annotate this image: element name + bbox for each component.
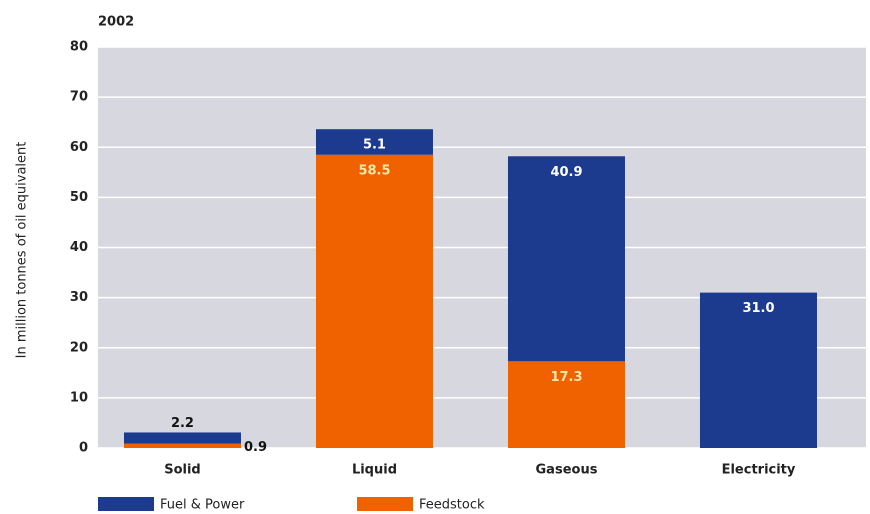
- y-tick-label: 0: [79, 441, 88, 456]
- value-label: 2.2: [171, 416, 194, 431]
- bar-segment: [315, 154, 433, 449]
- value-label: 17.3: [550, 370, 582, 385]
- value-label: 31.0: [742, 301, 774, 316]
- legend-swatch: [98, 497, 154, 511]
- y-tick-label: 70: [70, 90, 88, 105]
- y-tick-label: 20: [70, 340, 88, 355]
- x-tick-label: Solid: [164, 463, 201, 478]
- bar-segment: [123, 443, 241, 448]
- legend-label: Feedstock: [419, 498, 485, 513]
- y-axis-label: In million tonnes of oil equivalent: [15, 142, 30, 359]
- y-tick-label: 10: [70, 390, 88, 405]
- bar-segment: [507, 156, 625, 362]
- y-tick-label: 40: [70, 240, 88, 255]
- value-label: 0.9: [244, 440, 267, 455]
- chart-title: 2002: [98, 15, 134, 30]
- legend-label: Fuel & Power: [160, 498, 245, 513]
- x-tick-label: Liquid: [352, 463, 397, 478]
- value-label: 58.5: [358, 163, 390, 178]
- x-tick-label: Gaseous: [536, 463, 598, 478]
- x-tick-label: Electricity: [722, 463, 796, 478]
- bar-segment: [507, 361, 625, 448]
- y-tick-label: 50: [70, 190, 88, 205]
- value-label: 40.9: [550, 165, 582, 180]
- bar-segment: [123, 432, 241, 444]
- y-tick-label: 30: [70, 290, 88, 305]
- value-label: 5.1: [363, 138, 386, 153]
- bar-segment: [315, 129, 433, 155]
- y-tick-label: 60: [70, 140, 88, 155]
- bar-segment: [699, 292, 817, 448]
- y-tick-label: 80: [70, 40, 88, 55]
- legend-swatch: [357, 497, 413, 511]
